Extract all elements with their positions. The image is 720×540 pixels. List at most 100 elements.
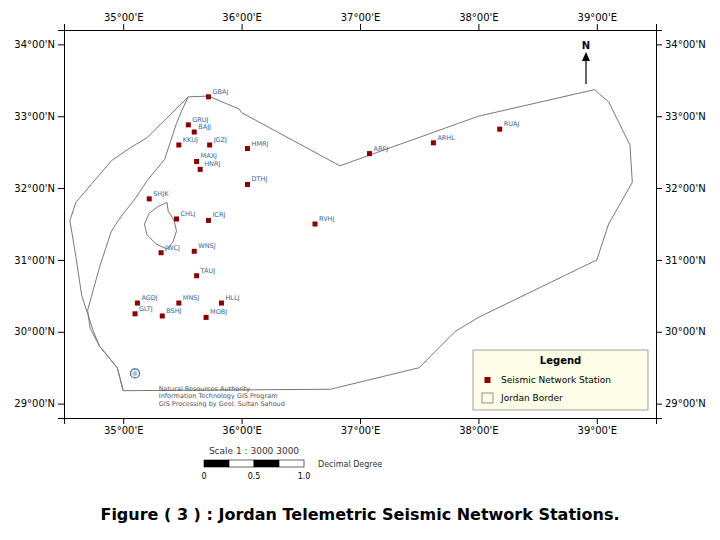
tick: 30°00'N: [656, 326, 706, 337]
station-label: JGZJ: [213, 136, 227, 144]
scale-bar-label: 0: [201, 472, 206, 481]
scale-text: Scale 1 : 3000 3000: [209, 446, 299, 456]
tick: 37°00'E: [341, 418, 381, 436]
tick-label: 33°00'N: [665, 111, 706, 122]
axis-line: [58, 31, 65, 419]
point: [431, 140, 436, 145]
scale-bar-segment: [229, 460, 254, 467]
point: [198, 167, 203, 172]
tick-label: 38°00'E: [459, 12, 499, 23]
tick-label: 31°00'N: [14, 255, 55, 266]
tick: 30°00'N: [14, 326, 64, 337]
x-axis-top: 35°00'E 36°00'E 37°00'E 38°00'E 39°00'E: [65, 12, 657, 31]
x-axis-bottom: 35°00'E36°00'E37°00'E38°00'E39°00'E: [65, 418, 657, 436]
station-label: RUAJ: [504, 120, 520, 128]
scale-bar-segment: [204, 460, 229, 467]
station-label: TAUJ: [200, 267, 216, 275]
tick-mark: [478, 24, 479, 30]
chart-svg: 35°00'E36°00'E37°00'E38°00'E39°00'E35°00…: [0, 0, 720, 540]
point-core: [133, 371, 138, 376]
tick: 39°00'E: [578, 12, 618, 30]
axis-line: [65, 24, 657, 31]
tick-label: 36°00'E: [222, 12, 262, 23]
point: [147, 196, 152, 201]
tick: 33°00'N: [14, 111, 64, 122]
tick: 38°00'E: [459, 12, 499, 30]
station-label: ARFJ: [373, 145, 388, 153]
tick-label: 30°00'N: [665, 326, 706, 337]
scale-bar-label: 0.5: [248, 472, 261, 481]
tick-mark: [242, 418, 243, 424]
north-arrow: N: [582, 40, 590, 84]
point: [367, 151, 372, 156]
station-label: MOBJ: [210, 308, 227, 316]
scale-bar-segment: [279, 460, 304, 467]
tick: 36°00'E: [222, 418, 262, 436]
point: [133, 311, 138, 316]
point: [174, 216, 179, 221]
tick-label: 32°00'N: [665, 183, 706, 194]
scale-bar-label: 1.0: [298, 472, 311, 481]
legend-box: [473, 350, 648, 410]
point: [192, 130, 197, 135]
tick: 35°00'E: [104, 418, 144, 436]
point-labels: GBAJGRUJBAJJKKUJJGZJHMRJARFJRUAJARHLMAXJ…: [139, 88, 519, 317]
point: [245, 182, 250, 187]
scale-bar: Scale 1 : 3000 300000.51.0Decimal Degree: [201, 446, 382, 481]
legend-title: Legend: [540, 355, 581, 366]
y-axis-left: 29°00'N30°00'N31°00'N32°00'N33°00'N34°00…: [14, 31, 64, 419]
tick-mark: [58, 260, 64, 261]
point: [131, 369, 140, 378]
station-label: MAXJ: [201, 152, 218, 160]
legend-swatch: [485, 377, 491, 383]
line: [145, 202, 177, 249]
tick-label: 37°00'E: [341, 12, 381, 23]
tick-mark: [58, 332, 64, 333]
tick-mark: [58, 188, 64, 189]
tick-mark: [656, 404, 662, 405]
tick-label: 37°00'E: [341, 425, 381, 436]
station-label: SHJK: [153, 190, 169, 198]
point: [159, 250, 164, 255]
station-label: HNRJ: [204, 160, 220, 168]
plot-area: [70, 90, 632, 391]
tick: 31°00'N: [14, 255, 64, 266]
tick-label: 35°00'E: [104, 425, 144, 436]
tick-mark: [597, 418, 598, 424]
point: [176, 142, 181, 147]
tick-mark: [58, 44, 64, 45]
station-label: HMRJ: [252, 140, 269, 148]
tick-mark: [478, 418, 479, 424]
point: [194, 159, 199, 164]
tick-mark: [656, 332, 662, 333]
tick: 32°00'N: [656, 183, 706, 194]
tick: 35°00'E: [104, 12, 144, 30]
tick: 34°00'N: [14, 39, 64, 50]
point: [207, 142, 212, 147]
line: [70, 90, 632, 391]
tick-mark: [656, 116, 662, 117]
tick: 29°00'N: [656, 398, 706, 409]
station-label: JWCJ: [164, 244, 180, 252]
tick: 36°00'E: [222, 12, 262, 30]
station-label: KKUJ: [183, 136, 198, 144]
station-label: HLLJ: [225, 294, 239, 302]
y-axis-right: 29°00'N30°00'N31°00'N32°00'N33°00'N34°00…: [656, 31, 706, 419]
tick-label: 34°00'N: [665, 39, 706, 50]
tick-label: 34°00'N: [14, 39, 55, 50]
legend-entry: Jordan Border: [500, 393, 563, 403]
tick-label: 32°00'N: [14, 183, 55, 194]
line: [88, 97, 189, 391]
point: [160, 313, 165, 318]
plot-background: [64, 30, 656, 418]
tick-mark: [360, 24, 361, 30]
station-label: MNSJ: [183, 294, 200, 302]
station-label: ICRJ: [212, 211, 225, 219]
point: [497, 127, 502, 132]
tick-mark: [58, 116, 64, 117]
point: [204, 315, 209, 320]
point: [186, 122, 191, 127]
tick: 37°00'E: [341, 12, 381, 30]
station-label: AGDJ: [141, 294, 157, 302]
tick: 32°00'N: [14, 183, 64, 194]
